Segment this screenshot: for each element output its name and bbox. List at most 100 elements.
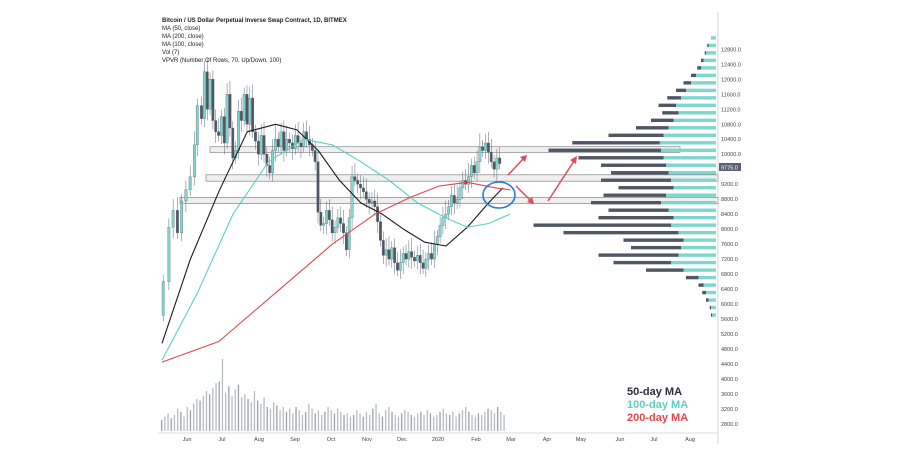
candle-body [288,139,291,144]
candle-body [489,152,493,162]
volume-bar [317,410,320,431]
vprofile-up-bar [671,223,716,227]
ma-key-50: 50-day MA [627,386,682,398]
candle-body [242,94,246,121]
volume-bar [433,416,435,431]
candle-body [239,111,243,121]
vprofile-down-bar [697,66,701,70]
vprofile-up-bar [711,36,716,40]
volume-bar [218,381,220,431]
vprofile-up-bar [678,111,716,115]
indicator-vpvr: VPVR (Number Of Rows, 70, Up/Down, 100) [162,58,281,64]
vprofile-down-bar [676,88,686,93]
candle-body [370,200,374,204]
volume-bar [484,411,486,431]
vprofile-down-bar [563,230,679,235]
volume-bar [253,391,256,431]
candle-body [180,200,184,234]
candle-body [433,243,436,260]
candle-body [438,225,442,237]
vprofile-up-bar [661,148,716,152]
vprofile-down-bar [548,148,661,152]
volume-bar [285,411,288,431]
vprofile-down-bar [701,58,704,63]
volume-bar [372,408,374,431]
candle-body [484,142,487,151]
volume-bar [244,394,246,431]
x-tick-label: Mar [506,437,516,443]
vprofile-up-bar [663,156,716,160]
candle-body [265,154,269,166]
volume-bar [321,415,323,431]
candle-body [379,221,382,241]
vprofile-up-bar [659,141,716,145]
arrow-up-large [547,160,575,202]
volume-bar [493,413,496,431]
ma-line [161,181,510,363]
vprofile-up-bar [673,118,716,123]
vprofile-up-bar [681,245,716,250]
candle-body [319,212,323,226]
volume-bar [202,395,204,431]
volume-bar [497,407,499,431]
candle-body [262,135,266,155]
candle-body [384,249,388,256]
volume-bar [436,415,438,431]
candle-body [217,131,220,136]
volume-bar [417,413,419,431]
vprofile-up-bar [663,133,716,137]
candle-body [336,217,340,228]
candle-body [452,195,456,204]
vprofile-down-bar [667,96,681,100]
vprofile-down-bar [623,238,684,242]
candle-body [401,253,405,263]
y-tick-label: 6400.0 [721,287,738,293]
vprofile-down-bar [591,201,661,205]
volume-bar [282,407,284,431]
volume-bar [500,411,502,431]
volume-bar [452,411,454,431]
volume-bar [477,413,480,431]
vprofile-down-bar [646,268,684,272]
y-tick-label: 7200.0 [721,257,738,263]
candle-body [410,251,414,258]
y-tick-label: 12400.0 [721,62,741,68]
candle-body [467,176,470,185]
candle-body [322,223,326,226]
vprofile-down-bar [658,103,676,108]
volume-bar [170,418,172,431]
y-tick-label: 6000.0 [721,302,738,308]
y-tick-label: 6800.0 [721,272,738,278]
candle-body [353,176,357,181]
candle-body [495,157,499,170]
chart-title: Bitcoin / US Dollar Perpetual Inverse Sw… [162,18,347,24]
candle-body [342,223,345,234]
candle-body [450,195,453,207]
candle-body [472,165,476,174]
vprofile-up-bar [673,215,716,220]
vprofile-up-bar [706,290,716,295]
volume-bar [164,416,166,431]
volume-bar [301,415,304,431]
volume-bar [221,359,224,431]
vprofile-up-bar [661,201,716,205]
candle-body [211,79,215,121]
candle-body [367,199,371,204]
volume-bar [381,416,384,431]
y-tick-label: 8000.0 [721,227,738,233]
vprofile-down-bar [709,305,711,310]
y-tick-label: 10800.0 [721,122,741,128]
indicator-ma-100: MA (100, close) [162,42,204,48]
volume-bar [410,415,412,431]
candle-body [430,253,433,260]
volume-bar [442,408,444,431]
volume-bar [314,413,316,431]
last-price-tag: 9775.0 [719,163,741,172]
candle-body [225,94,229,144]
arrow-up-small [507,157,525,176]
vprofile-down-bar [601,163,666,167]
vprofile-down-bar [611,171,669,175]
x-tick-label: Aug [685,437,695,443]
vprofile-down-bar [603,193,666,197]
